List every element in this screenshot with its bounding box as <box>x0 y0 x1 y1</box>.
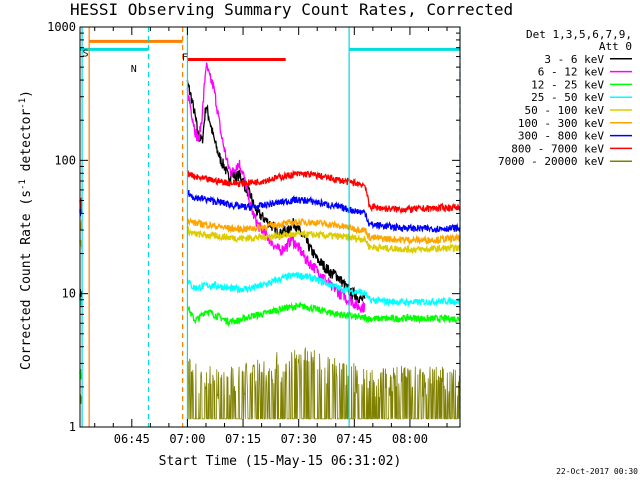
y-tick-label: 10 <box>62 287 76 301</box>
y-tick-label: 1000 <box>47 20 76 34</box>
series-line-12-25-kev <box>79 301 461 380</box>
axes: 06:45 07:00 07:15 07:30 07:45 08:00 1 10 100 1000 <box>47 20 461 446</box>
x-tick-label: 07:15 <box>225 432 261 446</box>
legend-label: 50 - 100 keV <box>525 104 605 117</box>
legend-label: 3 - 6 keV <box>544 53 604 66</box>
y-tick-label: 1 <box>69 420 76 434</box>
y-axis-label: Corrected Count Rate (s-1 detector-1) <box>18 90 34 370</box>
series-line-7000-20000-kev <box>79 347 461 420</box>
annotation-f: F <box>182 53 188 64</box>
legend-label: 7000 - 20000 keV <box>498 155 604 168</box>
annotation-n: N <box>131 64 137 75</box>
footer-timestamp: 22-Oct-2017 00:30 <box>556 467 638 476</box>
series-line-6-12-kev <box>186 62 366 313</box>
annotation-s: S <box>82 49 88 60</box>
x-axis-label: Start Time (15-May-15 06:31:02) <box>158 454 402 469</box>
y-tick-label: 100 <box>54 153 76 167</box>
x-tick-label: 08:00 <box>392 432 428 446</box>
chart-title: HESSI Observing Summary Count Rates, Cor… <box>70 0 514 19</box>
axes-frame <box>79 26 461 428</box>
legend-label: 6 - 12 keV <box>538 66 605 79</box>
series-line-25-50-kev <box>79 271 461 308</box>
legend-label: 25 - 50 keV <box>531 91 604 104</box>
legend-label: 800 - 7000 keV <box>511 142 604 155</box>
x-tick-label: 06:45 <box>114 432 150 446</box>
legend-label: 300 - 800 keV <box>518 130 604 143</box>
legend-attenuator: Att 0 <box>599 40 632 53</box>
x-tick-label: 07:45 <box>336 432 372 446</box>
x-tick-label: 07:30 <box>281 432 317 446</box>
plot-area: S N F <box>79 27 461 427</box>
legend-label: 100 - 300 keV <box>518 117 604 130</box>
x-tick-label: 07:00 <box>169 432 205 446</box>
series-line-3-6-kev <box>79 80 366 304</box>
legend-label: 12 - 25 keV <box>531 78 604 91</box>
legend-header: Det 1,3,5,6,7,9, <box>526 28 632 41</box>
